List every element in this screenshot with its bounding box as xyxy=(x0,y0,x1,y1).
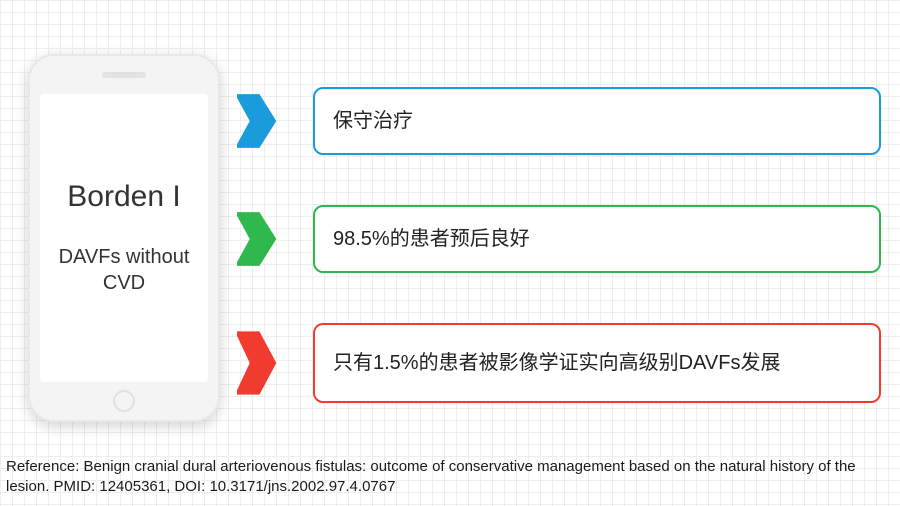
info-text: 只有1.5%的患者被影像学证实向高级别DAVFs发展 xyxy=(333,349,780,378)
info-row-3: 只有1.5%的患者被影像学证实向高级别DAVFs发展 xyxy=(237,323,881,403)
info-row-2: 98.5%的患者预后良好 xyxy=(237,205,881,273)
info-bubble-3: 只有1.5%的患者被影像学证实向高级别DAVFs发展 xyxy=(313,323,881,403)
arrow-icon xyxy=(237,323,277,403)
info-bubble-2: 98.5%的患者预后良好 xyxy=(313,205,881,273)
phone-subtitle: DAVFs without CVD xyxy=(50,244,198,296)
reference-text: Reference: Benign cranial dural arteriov… xyxy=(6,457,890,496)
info-text: 98.5%的患者预后良好 xyxy=(333,225,530,254)
info-bubble-1: 保守治疗 xyxy=(313,87,881,155)
phone-title: Borden I xyxy=(67,180,180,214)
phone-screen: Borden I DAVFs without CVD xyxy=(40,94,208,382)
arrow-icon xyxy=(237,87,277,155)
phone-home-button xyxy=(113,390,135,412)
phone-speaker xyxy=(102,72,146,78)
info-row-1: 保守治疗 xyxy=(237,87,881,155)
arrow-icon xyxy=(237,205,277,273)
phone-frame: Borden I DAVFs without CVD xyxy=(28,54,220,422)
info-text: 保守治疗 xyxy=(333,107,413,136)
